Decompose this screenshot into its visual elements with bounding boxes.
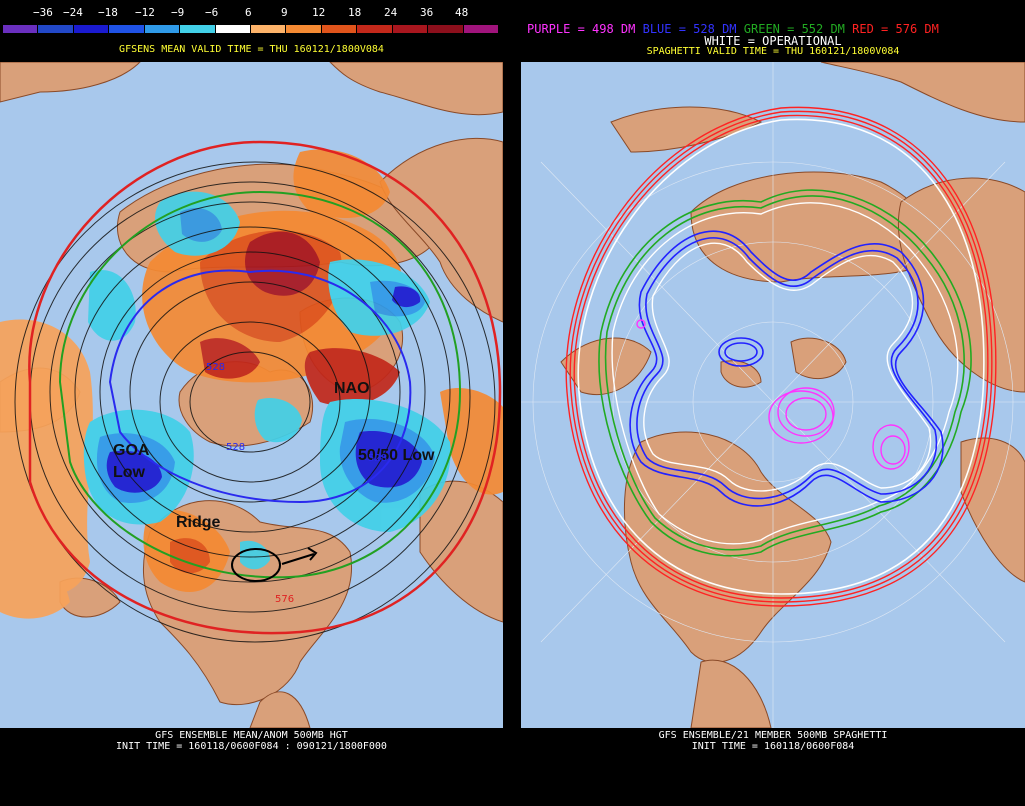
scale-chip xyxy=(73,25,109,33)
scale-label: −12 xyxy=(135,6,155,19)
legend-red: RED = 576 DM xyxy=(852,22,939,36)
height-contours xyxy=(14,161,496,643)
graticule xyxy=(521,62,1025,728)
spaghetti-498 xyxy=(636,319,910,470)
spaghetti-552 xyxy=(598,189,972,557)
anomaly-color-scale: −36 −24 −18 −12 −9 −6 6 9 12 18 24 36 48 xyxy=(3,0,501,36)
spaghetti-map xyxy=(521,62,1025,728)
scale-chip xyxy=(463,25,498,33)
contour-528 xyxy=(108,269,412,504)
ensemble-mean-map xyxy=(0,62,503,728)
scale-label: −24 xyxy=(63,6,83,19)
left-footer-title: GFS ENSEMBLE MEAN/ANOM 500MB HGT xyxy=(155,730,348,741)
operational-576 xyxy=(577,118,985,595)
land-masses xyxy=(560,62,1025,728)
annotation-fifty-low: 50/50 Low xyxy=(358,447,435,464)
scale-chip xyxy=(38,25,73,33)
arrow-shaft xyxy=(281,553,315,565)
scale-label: −9 xyxy=(171,6,185,19)
contour-label: 576 xyxy=(275,594,295,605)
scale-chip xyxy=(109,25,144,33)
scale-chip xyxy=(392,25,428,33)
arrow-head xyxy=(307,547,318,561)
legend-blue: BLUE = 528 DM xyxy=(642,22,737,36)
scale-label: −6 xyxy=(205,6,219,19)
annotation-goa: GOA xyxy=(113,442,150,459)
spaghetti-legend: PURPLE = 498 DM BLUE = 528 DM GREEN = 55… xyxy=(527,22,939,36)
operational-528 xyxy=(643,242,932,492)
scale-label: −36 xyxy=(33,6,53,19)
legend-green: GREEN = 552 DM xyxy=(743,22,845,36)
annotation-goa-low: Low xyxy=(113,464,145,481)
left-panel-ensemble-mean: −36 −24 −18 −12 −9 −6 6 9 12 18 24 36 48… xyxy=(0,0,503,806)
contour-label: 528 xyxy=(226,442,246,453)
highlight-circle xyxy=(231,548,281,582)
scale-chip xyxy=(428,25,463,33)
right-footer-title: GFS ENSEMBLE/21 MEMBER 500MB SPAGHETTI xyxy=(658,730,888,741)
contour-label: 528 xyxy=(368,453,388,464)
annotation-nao: NAO xyxy=(334,380,370,397)
right-valid-time-header: SPAGHETTI VALID TIME = THU 160121/1800V0… xyxy=(646,46,900,57)
contour-label: 528 xyxy=(206,362,226,373)
right-footer-init-time: INIT TIME = 160118/0600F084 xyxy=(691,741,855,752)
scale-chip xyxy=(180,25,215,33)
scale-chip xyxy=(251,25,286,33)
contour-576 xyxy=(28,140,502,635)
scale-label: 9 xyxy=(281,6,288,19)
left-valid-time-header: GFSENS MEAN VALID TIME = THU 160121/1800… xyxy=(119,44,384,55)
scale-chip xyxy=(144,25,180,33)
legend-white: WHITE = OPERATIONAL xyxy=(704,34,842,48)
scale-chip xyxy=(286,25,321,33)
spaghetti-528 xyxy=(629,230,944,507)
scale-label: 18 xyxy=(348,6,362,19)
scale-label: 6 xyxy=(245,6,252,19)
scale-label: 12 xyxy=(312,6,326,19)
scale-label: 48 xyxy=(455,6,469,19)
scale-label: −18 xyxy=(98,6,118,19)
legend-purple: PURPLE = 498 DM xyxy=(527,22,636,36)
right-panel-spaghetti: PURPLE = 498 DM BLUE = 528 DM GREEN = 55… xyxy=(521,0,1025,806)
spaghetti-576 xyxy=(565,106,997,607)
scale-chip xyxy=(321,25,357,33)
operational-552 xyxy=(611,202,959,545)
scale-chip xyxy=(3,25,38,33)
left-footer-init-time: INIT TIME = 160118/0600F084 : 090121/180… xyxy=(116,741,387,752)
scale-label: 24 xyxy=(384,6,398,19)
annotation-ridge: Ridge xyxy=(176,514,221,531)
scale-label: 36 xyxy=(420,6,434,19)
scale-chip xyxy=(215,25,250,33)
contour-552 xyxy=(58,190,462,579)
scale-chip xyxy=(357,25,392,33)
anomaly-shading xyxy=(0,149,503,619)
